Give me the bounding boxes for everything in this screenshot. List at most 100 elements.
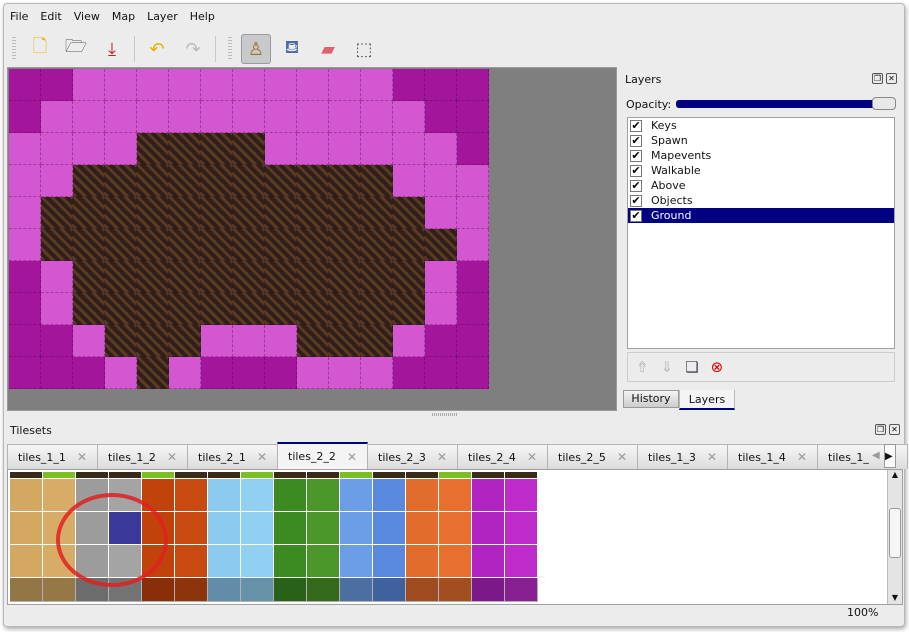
map-tile[interactable] (233, 357, 265, 389)
map-tile[interactable] (425, 197, 457, 229)
map-tile[interactable] (425, 165, 457, 197)
map-tile[interactable] (137, 133, 169, 165)
map-tile[interactable] (393, 261, 425, 293)
toolbar-grip[interactable] (228, 37, 232, 61)
close-tab-icon[interactable]: ✕ (706, 450, 717, 464)
map-tile[interactable] (169, 165, 201, 197)
map-tile[interactable] (297, 229, 329, 261)
map-tile[interactable] (265, 357, 297, 389)
map-tile[interactable] (233, 69, 265, 101)
tileset-tile[interactable] (406, 472, 439, 479)
layer-list[interactable]: ✔ Keys ✔ Spawn ✔ Mapevents ✔ Walkable ✔ Above ✔ Obj… (627, 117, 895, 349)
rect-select-button[interactable]: ⬚ (349, 34, 379, 64)
map-tile[interactable] (9, 101, 41, 133)
map-tile[interactable] (265, 261, 297, 293)
tileset-tile[interactable] (208, 512, 241, 545)
map-tile[interactable] (265, 325, 297, 357)
tileset-tile[interactable] (307, 472, 340, 479)
layer-row[interactable]: ✔ Spawn (628, 133, 894, 148)
map-tile[interactable] (329, 357, 361, 389)
splitter-handle[interactable] (432, 413, 458, 416)
tileset-tile[interactable] (472, 479, 505, 512)
layer-visibility-checkbox[interactable]: ✔ (630, 193, 642, 207)
map-canvas[interactable] (9, 69, 489, 389)
map-tile[interactable] (105, 357, 137, 389)
tileset-tile[interactable] (241, 512, 274, 545)
move-layer-down-icon[interactable]: ⇓ (660, 358, 674, 376)
map-tile[interactable] (265, 69, 297, 101)
duplicate-layer-icon[interactable]: ❏ (685, 358, 699, 376)
map-tile[interactable] (73, 165, 105, 197)
map-tile[interactable] (137, 101, 169, 133)
map-tile[interactable] (457, 293, 489, 325)
tileset-tile[interactable] (505, 479, 538, 512)
map-tile[interactable] (233, 261, 265, 293)
map-tile[interactable] (73, 293, 105, 325)
map-tile[interactable] (169, 261, 201, 293)
tileset-tile[interactable] (241, 479, 274, 512)
map-tile[interactable] (361, 165, 393, 197)
map-tile[interactable] (137, 325, 169, 357)
tileset-tile[interactable] (274, 479, 307, 512)
map-tile[interactable] (73, 357, 105, 389)
close-tab-icon[interactable]: ✕ (166, 450, 177, 464)
map-tile[interactable] (137, 293, 169, 325)
map-tile[interactable] (297, 293, 329, 325)
map-tile[interactable] (457, 101, 489, 133)
tileset-tile[interactable] (472, 545, 505, 578)
map-tile[interactable] (265, 165, 297, 197)
layer-visibility-checkbox[interactable]: ✔ (630, 208, 642, 222)
tileset-tile[interactable] (175, 472, 208, 479)
tileset-tile[interactable] (109, 545, 142, 578)
map-tile[interactable] (73, 197, 105, 229)
tileset-tile[interactable] (241, 472, 274, 479)
tileset-scrollbar[interactable]: ▲ ▼ (887, 470, 902, 604)
map-tile[interactable] (105, 101, 137, 133)
tileset-tile[interactable] (208, 479, 241, 512)
close-tab-icon[interactable]: ✕ (76, 450, 87, 464)
save-button[interactable]: ⤓ (97, 34, 127, 64)
map-tile[interactable] (233, 101, 265, 133)
tileset-tile[interactable] (373, 512, 406, 545)
map-tile[interactable] (393, 293, 425, 325)
tileset-tile[interactable] (373, 545, 406, 578)
map-tile[interactable] (361, 293, 393, 325)
map-tile[interactable] (9, 133, 41, 165)
tileset-tile[interactable] (274, 512, 307, 545)
map-tile[interactable] (393, 197, 425, 229)
map-tile[interactable] (105, 261, 137, 293)
map-tile[interactable] (169, 197, 201, 229)
map-tile[interactable] (9, 261, 41, 293)
tileset-tile[interactable] (142, 472, 175, 479)
map-tile[interactable] (73, 133, 105, 165)
map-tile[interactable] (265, 229, 297, 261)
map-tile[interactable] (105, 325, 137, 357)
map-tile[interactable] (361, 325, 393, 357)
tileset-tile[interactable] (439, 479, 472, 512)
map-tile[interactable] (361, 133, 393, 165)
tileset-tab[interactable]: tiles_2_1 ✕ (187, 444, 278, 469)
map-tile[interactable] (41, 69, 73, 101)
map-tile[interactable] (393, 229, 425, 261)
tileset-tile[interactable] (439, 472, 472, 479)
map-tile[interactable] (361, 101, 393, 133)
map-tile[interactable] (329, 197, 361, 229)
map-tile[interactable] (297, 261, 329, 293)
tileset-tile[interactable] (307, 545, 340, 578)
bucket-fill-button[interactable]: ⛾ (277, 34, 307, 64)
tileset-tile[interactable] (307, 479, 340, 512)
map-tile[interactable] (169, 229, 201, 261)
menu-map[interactable]: Map (111, 10, 136, 23)
tileset-tab[interactable]: tiles_1_2 ✕ (97, 444, 188, 469)
tileset-tab[interactable]: tiles_1_1 ✕ (7, 444, 98, 469)
scroll-thumb[interactable] (889, 508, 901, 558)
map-tile[interactable] (169, 357, 201, 389)
tileset-tile[interactable] (274, 578, 307, 602)
tileset-tile[interactable] (10, 479, 43, 512)
map-tile[interactable] (361, 197, 393, 229)
map-tile[interactable] (169, 69, 201, 101)
map-tile[interactable] (425, 229, 457, 261)
tileset-tile[interactable] (208, 472, 241, 479)
map-tile[interactable] (329, 261, 361, 293)
map-tile[interactable] (457, 165, 489, 197)
